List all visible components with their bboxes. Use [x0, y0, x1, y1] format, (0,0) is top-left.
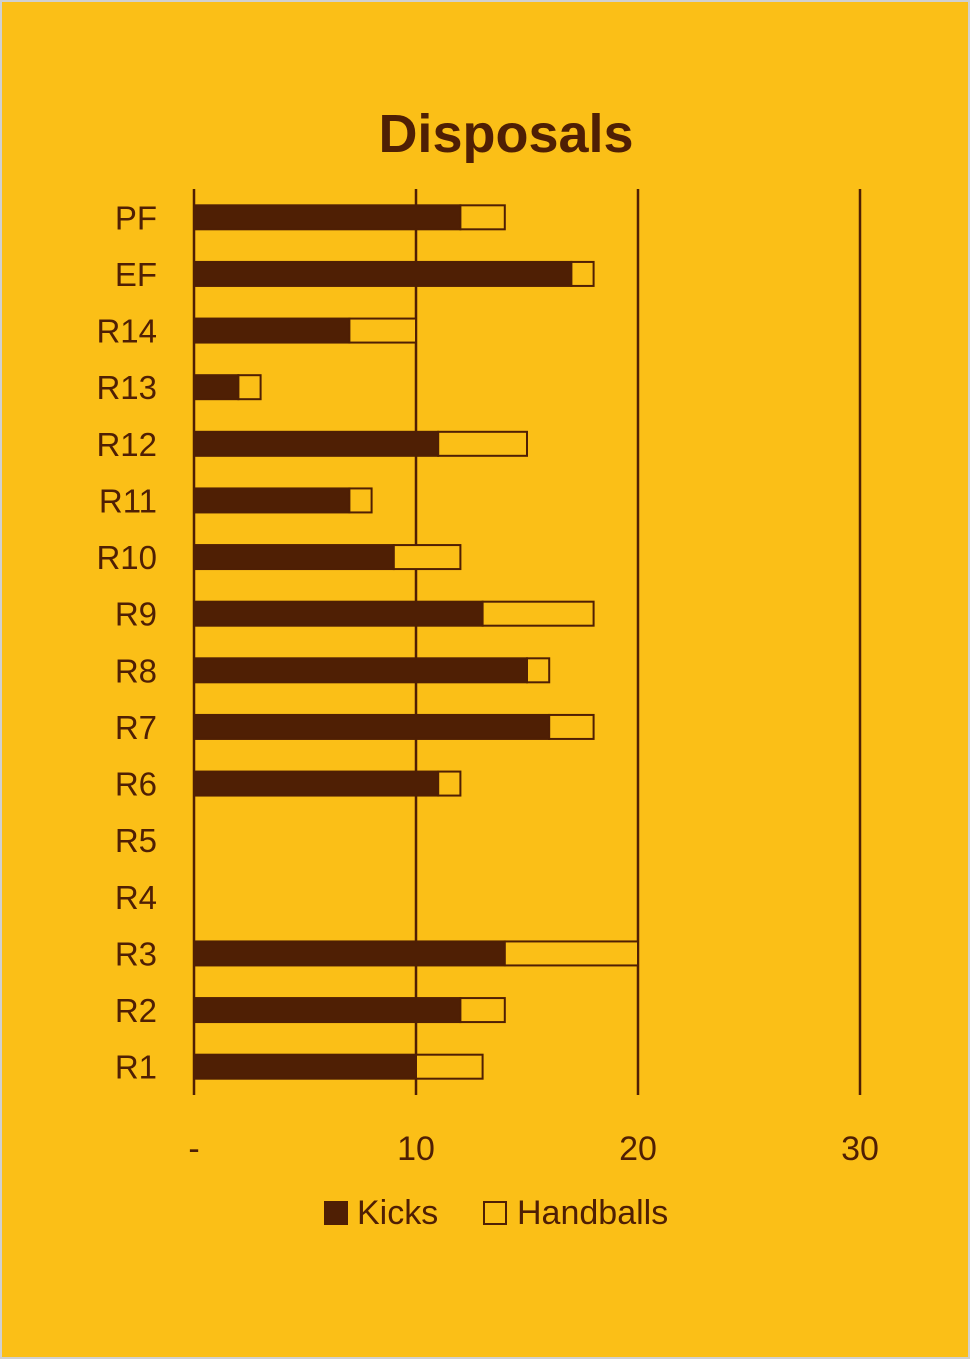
- bar-handballs-R8: [526, 657, 551, 684]
- category-label: R3: [115, 935, 157, 972]
- category-label: R4: [115, 879, 157, 916]
- legend-swatch-kicks: [324, 1201, 348, 1225]
- x-tick-label: 20: [619, 1130, 657, 1168]
- legend-swatch-handballs: [483, 1201, 507, 1225]
- chart-title: Disposals: [378, 104, 633, 164]
- bar-kicks-R10: [193, 544, 395, 571]
- bar-handballs-R13: [237, 374, 262, 401]
- bar-kicks-R2: [193, 997, 462, 1024]
- bar-kicks-R13: [193, 374, 240, 401]
- bar-kicks-R11: [193, 487, 351, 514]
- x-tick-label: -: [188, 1130, 199, 1168]
- bar-handballs-R14: [348, 317, 417, 344]
- category-label: R10: [96, 539, 157, 576]
- category-label: R2: [115, 992, 157, 1029]
- bar-handballs-R1: [415, 1053, 484, 1080]
- bar-kicks-R9: [193, 600, 484, 627]
- category-label: R9: [115, 596, 157, 633]
- category-label: R5: [115, 822, 157, 859]
- bar-handballs-R9: [481, 600, 595, 627]
- bar-handballs-R12: [437, 430, 529, 457]
- bar-kicks-EF: [193, 260, 573, 287]
- bar-kicks-R8: [193, 657, 528, 684]
- bar-kicks-R1: [193, 1053, 417, 1080]
- bar-kicks-R6: [193, 770, 440, 797]
- legend-label-kicks: Kicks: [357, 1194, 438, 1232]
- bar-kicks-R3: [193, 940, 506, 967]
- x-tick-label: 30: [841, 1130, 879, 1168]
- x-tick-label: 10: [397, 1130, 435, 1168]
- legend-label-handballs: Handballs: [517, 1194, 668, 1232]
- bar-handballs-R11: [348, 487, 373, 514]
- category-label: R6: [115, 766, 157, 803]
- bar-kicks-R12: [193, 430, 440, 457]
- category-label: R1: [115, 1049, 157, 1086]
- bar-handballs-PF: [459, 204, 506, 231]
- bar-kicks-R14: [193, 317, 351, 344]
- bar-kicks-R7: [193, 713, 551, 740]
- bar-handballs-R7: [548, 713, 595, 740]
- category-label: R8: [115, 652, 157, 689]
- bar-handballs-R2: [459, 997, 506, 1024]
- category-label: R13: [96, 369, 157, 406]
- category-label: EF: [115, 256, 157, 293]
- legend: Kicks Handballs: [324, 1194, 668, 1232]
- bar-kicks-PF: [193, 204, 462, 231]
- bar-handballs-R3: [503, 940, 639, 967]
- bar-handballs-R10: [392, 544, 462, 571]
- category-label: R12: [96, 426, 157, 463]
- category-label: PF: [115, 199, 157, 236]
- bar-handballs-R6: [437, 770, 462, 797]
- category-label: R7: [115, 709, 157, 746]
- bar-handballs-EF: [570, 260, 595, 287]
- category-label: R11: [99, 482, 157, 519]
- category-label: R14: [96, 313, 157, 350]
